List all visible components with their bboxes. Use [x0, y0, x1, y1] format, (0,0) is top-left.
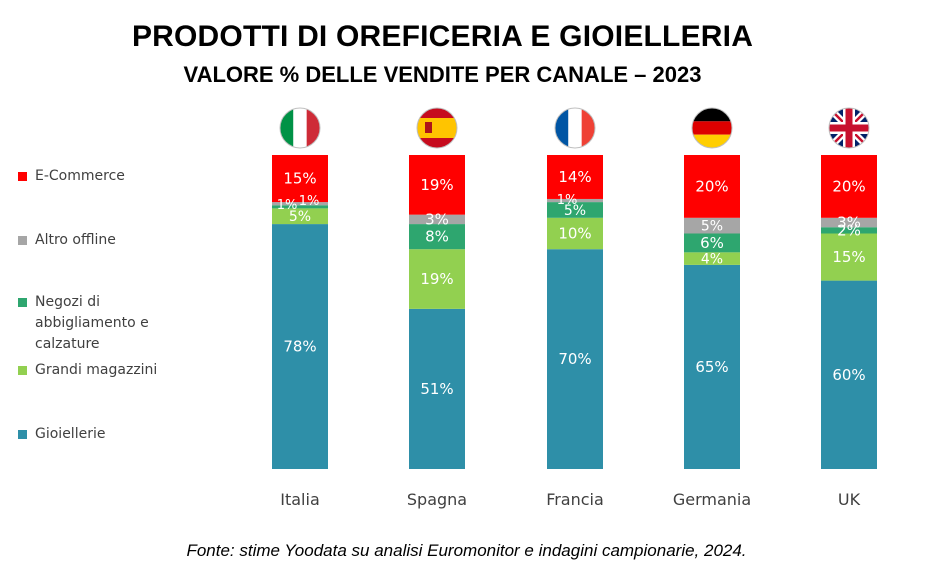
bar-segment: [409, 155, 465, 215]
legend-swatch: [18, 430, 27, 439]
bar-segment: [547, 155, 603, 199]
data-label: 4%: [701, 252, 723, 268]
source-note: Fonte: stime Yoodata su analisi Euromoni…: [186, 541, 747, 560]
category-label: Spagna: [407, 490, 467, 509]
bar-segment: [547, 202, 603, 218]
bar-segment: [272, 202, 328, 206]
legend-label: Gioiellerie: [35, 426, 106, 442]
data-label: 3%: [837, 214, 861, 232]
data-label: 20%: [832, 177, 865, 195]
data-label: 8%: [425, 228, 449, 246]
legend-item: Negozi di abbigliamento e calzature: [18, 292, 195, 355]
bar-segment: [684, 155, 740, 218]
legend-item: E-Commerce: [18, 166, 195, 187]
data-label: 78%: [283, 338, 316, 356]
bar-segment: [409, 224, 465, 250]
bar-segment: [409, 214, 465, 225]
data-label: 1%: [277, 198, 298, 213]
bar-segment: [821, 280, 877, 469]
italy-flag-icon: [279, 107, 321, 149]
legend-swatch: [18, 366, 27, 375]
chart-subtitle: VALORE % DELLE VENDITE PER CANALE – 2023: [183, 62, 702, 87]
bar-segment: [547, 249, 603, 469]
category-label: Italia: [280, 490, 320, 509]
spain-flag-icon: [416, 107, 458, 149]
legend-item: Gioiellerie: [18, 424, 195, 445]
bar-segment: [684, 233, 740, 253]
legend-label: Grandi magazzini: [35, 362, 158, 378]
data-label: 15%: [832, 248, 865, 266]
bar-segment: [409, 308, 465, 469]
bar-segment: [547, 198, 603, 203]
data-label: 5%: [564, 203, 586, 219]
bar-segment: [272, 205, 328, 209]
bar-segment: [272, 155, 328, 203]
legend-item: Altro offline: [18, 230, 195, 251]
france-flag-icon: [554, 107, 596, 149]
legend: E-Commerce Altro offline Negozi di abbigli…: [18, 150, 218, 470]
germany-flag-icon: [691, 107, 733, 149]
data-label: 15%: [283, 170, 316, 188]
bar-segment: [821, 217, 877, 228]
data-label: 10%: [558, 225, 591, 243]
bar-segment: [272, 224, 328, 469]
legend-swatch: [18, 172, 27, 181]
data-label: 20%: [695, 177, 728, 195]
bar-segment: [547, 217, 603, 250]
bar-segment: [684, 264, 740, 469]
data-label: 5%: [701, 219, 723, 235]
legend-swatch: [18, 236, 27, 245]
legend-item: Grandi magazzini: [18, 360, 195, 381]
data-label: 60%: [832, 366, 865, 384]
category-label: UK: [838, 490, 861, 509]
data-label: 1%: [557, 193, 578, 208]
legend-swatch: [18, 298, 27, 307]
data-label: 6%: [700, 234, 724, 252]
data-label: 2%: [837, 221, 861, 239]
data-label: 3%: [425, 210, 449, 228]
uk-flag-icon: [828, 107, 870, 149]
bar-segment: [821, 155, 877, 218]
data-label: 5%: [289, 209, 311, 225]
data-label: 51%: [420, 380, 453, 398]
bar-segment: [821, 227, 877, 234]
bar-segment: [684, 217, 740, 234]
data-label: 70%: [558, 350, 591, 368]
chart-title: PRODOTTI DI OREFICERIA E GIOIELLERIA: [131, 20, 754, 53]
bar-segment: [684, 252, 740, 265]
legend-label: E-Commerce: [35, 168, 125, 184]
legend-label: Negozi di abbigliamento e calzature: [35, 294, 149, 352]
data-label: 14%: [558, 168, 591, 186]
data-label: 65%: [695, 358, 728, 376]
bar-segment: [821, 233, 877, 281]
bar-segment: [272, 208, 328, 225]
data-label: 1%: [299, 194, 320, 209]
bar-segment: [409, 249, 465, 309]
legend-label: Altro offline: [35, 232, 116, 248]
data-label: 19%: [420, 270, 453, 288]
category-label: Francia: [546, 490, 604, 509]
data-label: 19%: [420, 176, 453, 194]
category-label: Germania: [673, 490, 751, 509]
